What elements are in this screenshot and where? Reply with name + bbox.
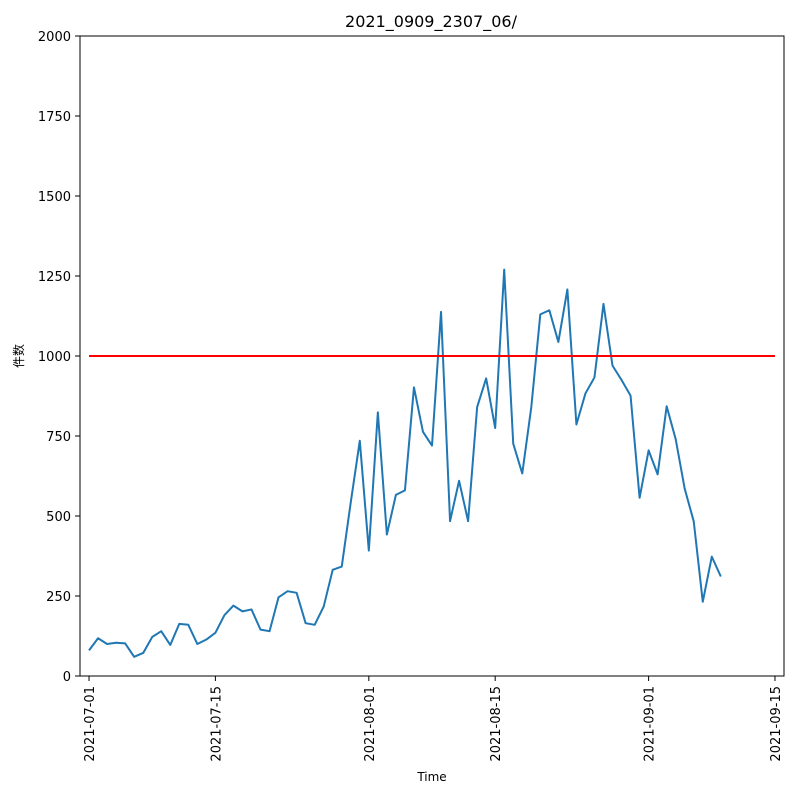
y-tick-label: 1500: [38, 190, 71, 205]
x-tick-label: 2021-09-15: [769, 686, 784, 762]
x-tick-label: 2021-08-01: [363, 686, 378, 762]
x-axis-label: Time: [416, 770, 446, 784]
series-line-count: [88, 268, 722, 658]
y-tick-label: 0: [63, 670, 71, 685]
plot-frame: [79, 35, 785, 677]
x-tick-label: 2021-07-15: [209, 686, 224, 762]
y-tick-label: 1750: [38, 110, 71, 125]
y-axis: 0 250 500 750 1000 1250 1500 1750 2000: [38, 30, 80, 685]
series-layer: [88, 268, 775, 658]
y-tick-label: 2000: [38, 30, 71, 45]
x-tick-label: 2021-07-01: [83, 686, 98, 762]
x-axis: 2021-07-01 2021-07-15 2021-08-01 2021-08-15…: [83, 676, 784, 762]
y-tick-label: 1000: [38, 350, 71, 365]
chart-title: 2021_0909_2307_06/: [345, 12, 518, 32]
y-axis-label: 件数: [11, 344, 26, 368]
y-tick-label: 1250: [38, 270, 71, 285]
y-tick-label: 750: [46, 430, 71, 445]
y-tick-label: 500: [46, 510, 71, 525]
x-tick-label: 2021-09-01: [643, 686, 658, 762]
x-tick-label: 2021-08-15: [489, 686, 504, 762]
y-tick-label: 250: [46, 590, 71, 605]
